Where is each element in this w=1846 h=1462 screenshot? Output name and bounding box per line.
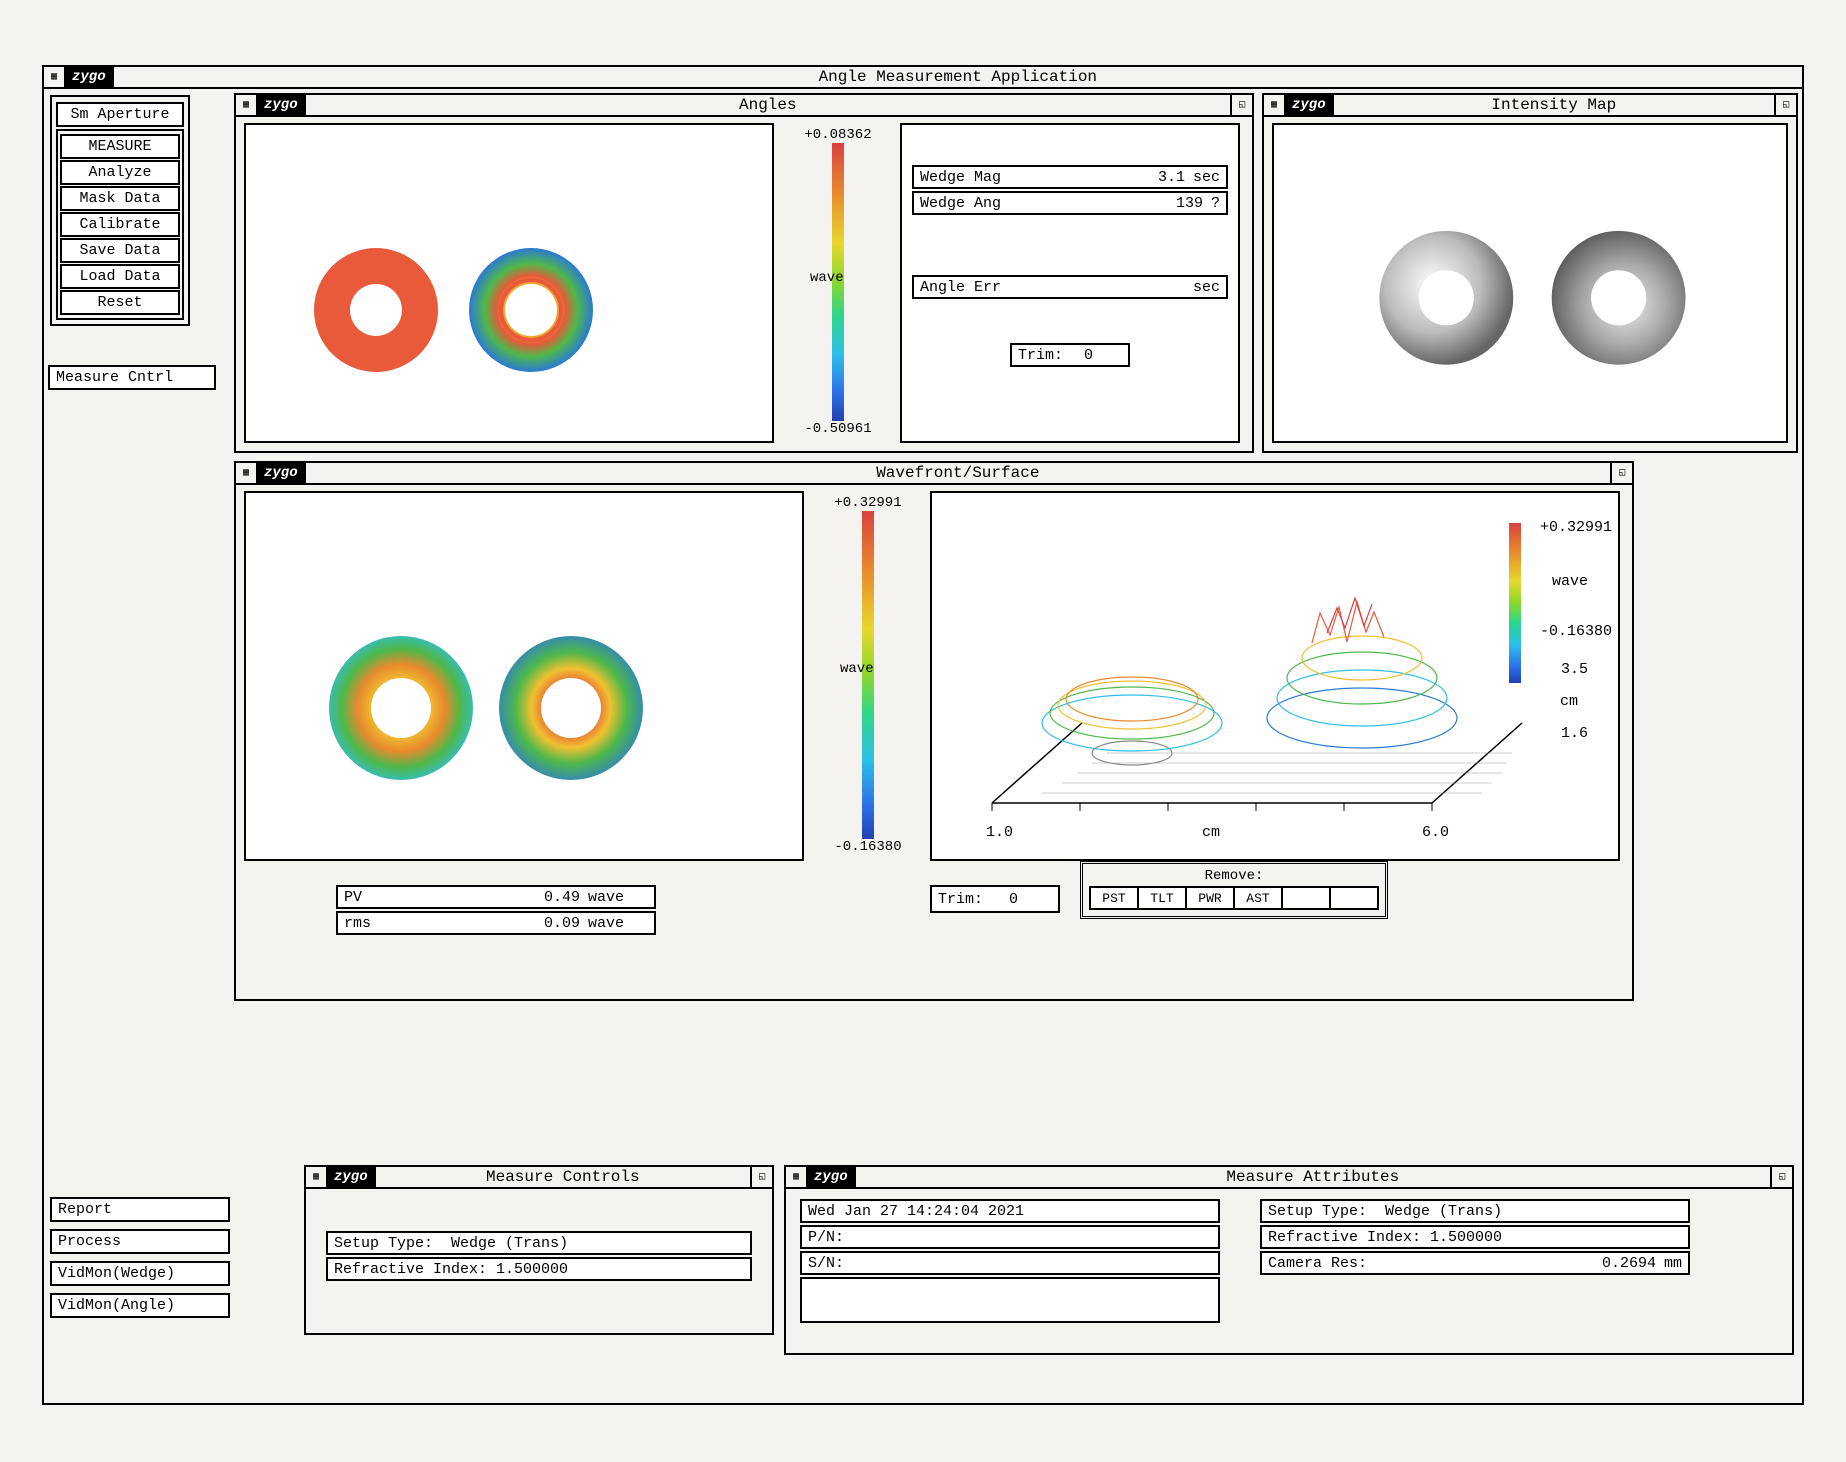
mc-sys-menu-icon[interactable]: ▦ bbox=[306, 1167, 328, 1187]
wavefront-logo: zygo bbox=[258, 463, 306, 483]
sm-aperture-button[interactable]: Sm Aperture bbox=[56, 102, 184, 127]
intensity-plot bbox=[1272, 123, 1788, 443]
main-titlebar: ▦ zygo Angle Measurement Application bbox=[44, 67, 1802, 89]
ma-logo: zygo bbox=[808, 1167, 856, 1187]
ma-sn[interactable]: S/N: bbox=[800, 1251, 1220, 1275]
remove-tlt[interactable]: TLT bbox=[1137, 886, 1187, 910]
wavefront-cb-unit: wave bbox=[840, 661, 874, 677]
wavefront-2d-plot bbox=[244, 491, 804, 861]
wf3d-colorbar bbox=[1509, 523, 1521, 683]
angles-plot bbox=[244, 123, 774, 443]
wavefront-panel: ▦ zygo Wavefront/Surface ◱ bbox=[234, 461, 1634, 1001]
wf3d-xunit: cm bbox=[1202, 824, 1220, 841]
intensity-sys-menu-icon[interactable]: ▦ bbox=[1264, 95, 1286, 115]
ma-resize-icon[interactable]: ◱ bbox=[1770, 1167, 1792, 1187]
angles-cb-top: +0.08362 bbox=[804, 127, 871, 143]
wf3d-bottom: -0.16380 bbox=[1540, 623, 1612, 640]
ma-sys-menu-icon[interactable]: ▦ bbox=[786, 1167, 808, 1187]
measure-controls-panel: ▦ zygo Measure Controls ◱ Setup Type: We… bbox=[304, 1165, 774, 1335]
wavefront-resize-icon[interactable]: ◱ bbox=[1610, 463, 1632, 483]
wf3d-ytop: 3.5 bbox=[1561, 661, 1588, 678]
rms-field: rms 0.09 wave bbox=[336, 911, 656, 935]
wavefront-trim-field[interactable]: Trim: 0 bbox=[930, 885, 1060, 913]
vidmon-wedge-button[interactable]: VidMon(Wedge) bbox=[50, 1261, 230, 1286]
process-button[interactable]: Process bbox=[50, 1229, 230, 1254]
measure-button[interactable]: MEASURE bbox=[60, 134, 180, 159]
measure-attrs-panel: ▦ zygo Measure Attributes ◱ Wed Jan 27 1… bbox=[784, 1165, 1794, 1355]
wf3d-yunit: cm bbox=[1560, 693, 1578, 710]
intensity-panel: ▦ zygo Intensity Map ◱ bbox=[1262, 93, 1798, 453]
angle-err-field: Angle Err sec bbox=[912, 275, 1228, 299]
angles-cb-unit: wave bbox=[810, 270, 844, 286]
wedge-ang-field: Wedge Ang 139 ? bbox=[912, 191, 1228, 215]
sidebar-buttons: Sm Aperture MEASURE Analyze Mask Data Ca… bbox=[50, 95, 190, 326]
mc-title: Measure Controls bbox=[376, 1168, 750, 1186]
ma-refractive-index: Refractive Index: 1.500000 bbox=[1260, 1225, 1690, 1249]
app-title: Angle Measurement Application bbox=[114, 68, 1802, 86]
wf3d-ybot: 1.6 bbox=[1561, 725, 1588, 742]
wavefront-cb-bottom: -0.16380 bbox=[834, 839, 901, 855]
angles-title: Angles bbox=[306, 96, 1230, 114]
mc-resize-icon[interactable]: ◱ bbox=[750, 1167, 772, 1187]
wavefront-sys-menu-icon[interactable]: ▦ bbox=[236, 463, 258, 483]
mc-setup-type: Setup Type: Wedge (Trans) bbox=[326, 1231, 752, 1255]
wavefront-3d-plot: +0.32991 wave -0.16380 3.5 cm 1.6 1.0 cm… bbox=[930, 491, 1620, 861]
wf3d-top: +0.32991 bbox=[1540, 519, 1612, 536]
angles-cb-bottom: -0.50961 bbox=[804, 421, 871, 437]
wedge-mag-field: Wedge Mag 3.1 sec bbox=[912, 165, 1228, 189]
remove-pwr[interactable]: PWR bbox=[1185, 886, 1235, 910]
wf3d-unit: wave bbox=[1552, 573, 1588, 590]
angles-resize-icon[interactable]: ◱ bbox=[1230, 95, 1252, 115]
angles-logo: zygo bbox=[258, 95, 306, 115]
ma-notes[interactable] bbox=[800, 1277, 1220, 1323]
calibrate-button[interactable]: Calibrate bbox=[60, 212, 180, 237]
reset-button[interactable]: Reset bbox=[60, 290, 180, 315]
intensity-resize-icon[interactable]: ◱ bbox=[1774, 95, 1796, 115]
remove-empty2[interactable] bbox=[1329, 886, 1379, 910]
remove-pst[interactable]: PST bbox=[1089, 886, 1139, 910]
remove-box: Remove: PST TLT PWR AST bbox=[1080, 861, 1388, 919]
remove-title: Remove: bbox=[1089, 868, 1379, 884]
angles-trim-field[interactable]: Trim: 0 bbox=[1010, 343, 1130, 367]
main-window: ▦ zygo Angle Measurement Application Sm … bbox=[42, 65, 1804, 1405]
wf3d-xright: 6.0 bbox=[1422, 824, 1449, 841]
app-logo: zygo bbox=[66, 67, 114, 87]
mc-refractive-index: Refractive Index: 1.500000 bbox=[326, 1257, 752, 1281]
wavefront-title: Wavefront/Surface bbox=[306, 464, 1610, 482]
angles-panel: ▦ zygo Angles ◱ bbox=[234, 93, 1254, 453]
intensity-logo: zygo bbox=[1286, 95, 1334, 115]
remove-empty1[interactable] bbox=[1281, 886, 1331, 910]
mask-data-button[interactable]: Mask Data bbox=[60, 186, 180, 211]
analyze-button[interactable]: Analyze bbox=[60, 160, 180, 185]
ma-title: Measure Attributes bbox=[856, 1168, 1770, 1186]
angles-sys-menu-icon[interactable]: ▦ bbox=[236, 95, 258, 115]
sys-menu-icon[interactable]: ▦ bbox=[44, 67, 66, 87]
ma-pn[interactable]: P/N: bbox=[800, 1225, 1220, 1249]
report-button[interactable]: Report bbox=[50, 1197, 230, 1222]
measure-cntrl-button[interactable]: Measure Cntrl bbox=[48, 365, 216, 390]
vidmon-angle-button[interactable]: VidMon(Angle) bbox=[50, 1293, 230, 1318]
mc-logo: zygo bbox=[328, 1167, 376, 1187]
angles-readout: Wedge Mag 3.1 sec Wedge Ang 139 ? Angle … bbox=[900, 123, 1240, 443]
intensity-title: Intensity Map bbox=[1334, 96, 1774, 114]
ma-datetime: Wed Jan 27 14:24:04 2021 bbox=[800, 1199, 1220, 1223]
wf3d-xleft: 1.0 bbox=[986, 824, 1013, 841]
remove-ast[interactable]: AST bbox=[1233, 886, 1283, 910]
load-data-button[interactable]: Load Data bbox=[60, 264, 180, 289]
wavefront-cb-top: +0.32991 bbox=[834, 495, 901, 511]
save-data-button[interactable]: Save Data bbox=[60, 238, 180, 263]
ma-camera-res: Camera Res: 0.2694 mm bbox=[1260, 1251, 1690, 1275]
pv-field: PV 0.49 wave bbox=[336, 885, 656, 909]
ma-setup-type: Setup Type: Wedge (Trans) bbox=[1260, 1199, 1690, 1223]
